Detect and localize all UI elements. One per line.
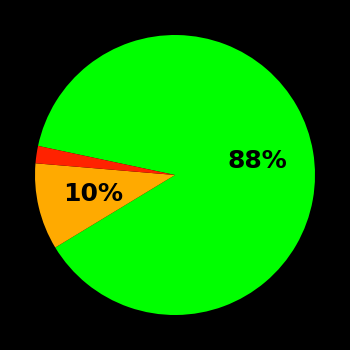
Text: 10%: 10% [63,182,123,206]
Wedge shape [35,146,175,175]
Text: 88%: 88% [228,149,288,173]
Wedge shape [35,163,175,247]
Wedge shape [38,35,315,315]
